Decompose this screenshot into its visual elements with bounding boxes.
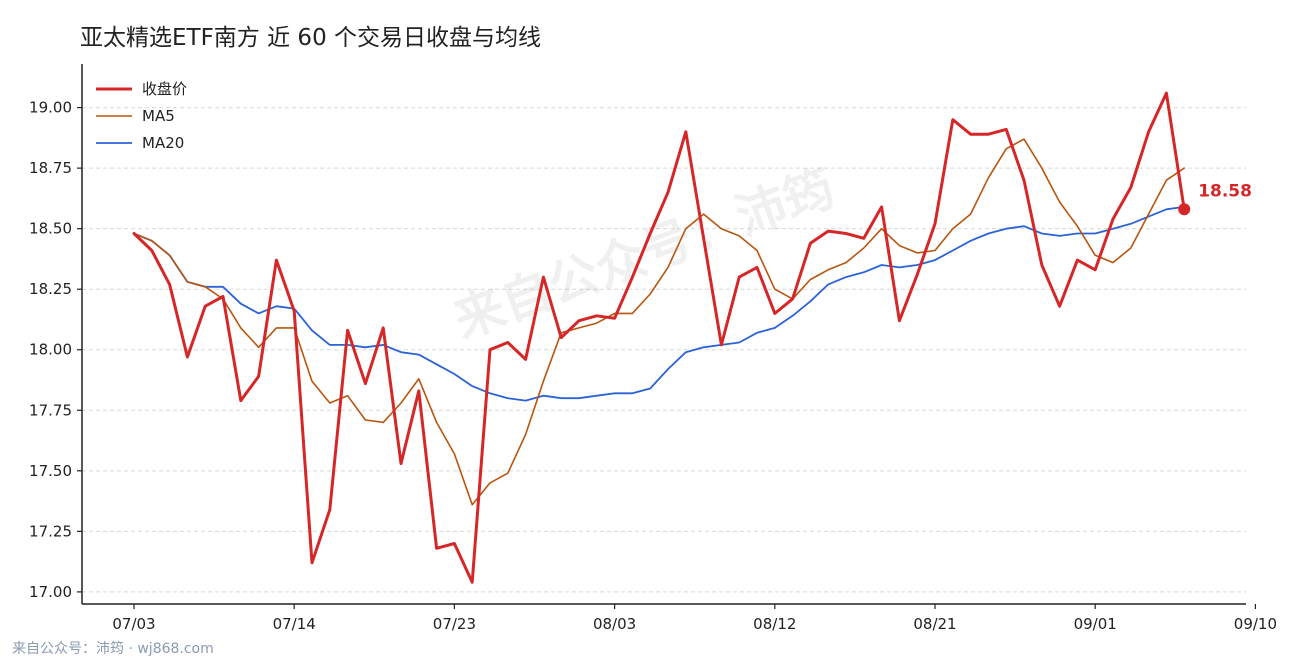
x-tick-label: 07/23 <box>433 615 476 633</box>
y-tick-label: 17.25 <box>29 522 72 540</box>
last-value-label: 18.58 <box>1198 181 1252 201</box>
x-tick-label: 08/21 <box>913 615 956 633</box>
x-tick-label: 07/14 <box>273 615 316 633</box>
series-lines: 18.58 <box>132 91 1252 584</box>
y-tick-label: 18.75 <box>29 159 72 177</box>
y-tick-label: 19.00 <box>29 99 72 117</box>
watermark-text: 来自公众号：沛筠 <box>446 158 842 349</box>
legend-label: 收盘价 <box>142 80 187 98</box>
y-tick-label: 18.25 <box>29 280 72 298</box>
x-tick-label: 09/10 <box>1234 615 1277 633</box>
x-tick-label: 08/03 <box>593 615 636 633</box>
y-tick-label: 18.00 <box>29 341 72 359</box>
legend: 收盘价 MA5 MA20 <box>96 80 187 152</box>
last-point-marker <box>1178 203 1191 216</box>
y-tick-label: 17.75 <box>29 401 72 419</box>
x-tick-label: 07/03 <box>112 615 155 633</box>
footer-watermark: 来自公众号：沛筠 · wj868.com <box>12 640 214 657</box>
y-tick-label: 18.50 <box>29 220 72 238</box>
y-tick-label: 17.50 <box>29 462 72 480</box>
series-line-ma20 <box>133 205 1186 402</box>
series-line-ma5 <box>133 138 1185 506</box>
x-tick-label: 08/12 <box>753 615 796 633</box>
axes: 17.00 17.25 17.50 17.75 18.00 18.25 18.50 18.75… <box>29 64 1277 633</box>
y-tick-label: 17.00 <box>29 583 72 601</box>
legend-label: MA5 <box>142 107 175 125</box>
legend-label: MA20 <box>142 134 184 152</box>
chart-title: 亚太精选ETF南方 近 60 个交易日收盘与均线 <box>80 25 541 51</box>
series-line-close <box>132 91 1186 584</box>
x-tick-label: 09/01 <box>1074 615 1117 633</box>
grid-lines <box>82 107 1246 593</box>
